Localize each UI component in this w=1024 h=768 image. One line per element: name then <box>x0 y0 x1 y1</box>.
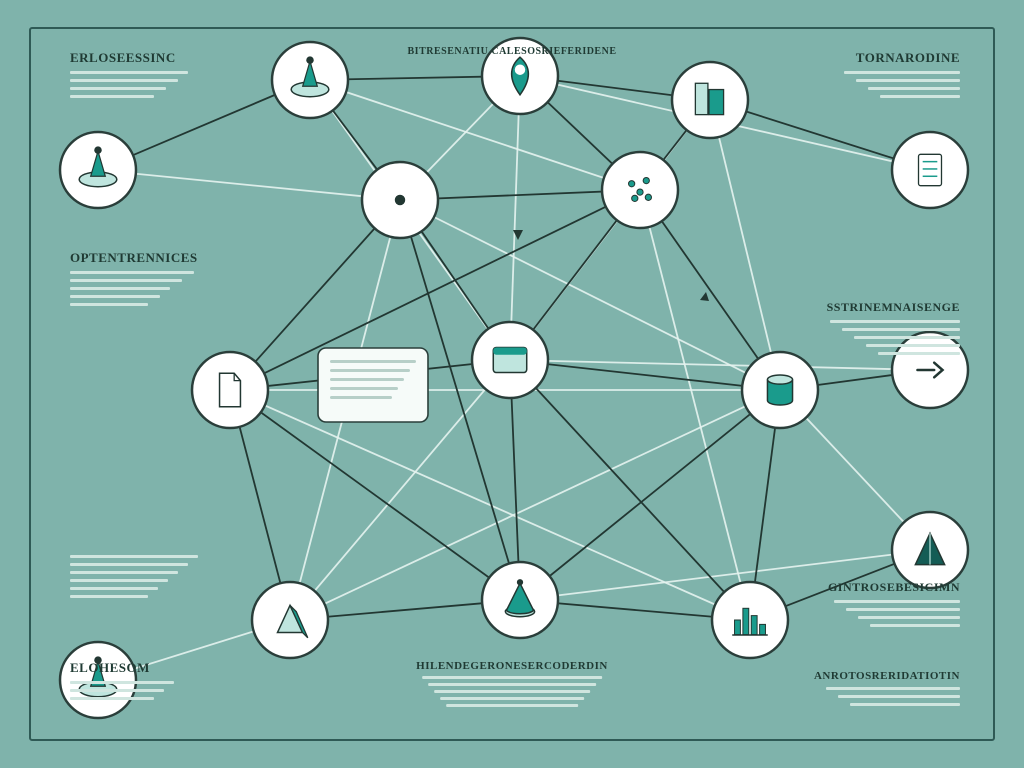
network-node <box>192 352 268 428</box>
label-text-line <box>70 287 170 290</box>
label-text-line <box>70 303 148 306</box>
network-node <box>712 582 788 658</box>
network-node <box>472 322 548 398</box>
diagram-stage: ERLOSEESSINC TORNARODINE OPTENTRENNICES SST… <box>0 0 1024 768</box>
label-title: TORNARODINE <box>844 50 960 66</box>
label-text-line <box>856 79 960 82</box>
label-title: HILENDEGERONESERCODERDIN <box>416 660 608 672</box>
label-block-lb_bl1 <box>70 550 198 598</box>
label-text-line <box>70 689 164 692</box>
label-text-line <box>70 587 158 590</box>
label-text-line <box>440 697 584 700</box>
network-svg <box>0 0 1024 768</box>
network-node <box>482 562 558 638</box>
label-text-line <box>70 555 198 558</box>
label-text-line <box>70 595 148 598</box>
label-text-line <box>70 295 160 298</box>
label-title: ANROTOSRERIDATIOTIN <box>814 670 960 682</box>
network-node <box>272 42 348 118</box>
network-node <box>60 132 136 208</box>
label-title: BITRESENATIU CALESOSRIEFERIDENE <box>408 46 617 57</box>
label-block-lb_tr: TORNARODINE <box>844 50 960 98</box>
label-text-line <box>70 579 168 582</box>
label-text-line <box>434 690 590 693</box>
label-text-line <box>834 600 960 603</box>
label-text-line <box>70 71 188 74</box>
label-text-line <box>842 328 960 331</box>
label-block-lb_br1: GINTROSEBESICIMN <box>828 580 960 627</box>
label-text-line <box>446 704 578 707</box>
label-text-line <box>858 616 960 619</box>
label-text-line <box>70 271 194 274</box>
network-node <box>742 352 818 428</box>
dot-icon <box>395 195 405 205</box>
label-text-line <box>830 320 960 323</box>
cylinder-icon <box>767 375 792 405</box>
network-node <box>672 62 748 138</box>
label-text-line <box>826 687 960 690</box>
label-text-line <box>70 87 166 90</box>
label-text-line <box>70 95 154 98</box>
label-text-line <box>846 608 960 611</box>
label-title: SSTRINEMNAISENGE <box>827 300 960 315</box>
label-text-line <box>868 87 960 90</box>
label-block-lb_bl2: ELOHESOM <box>70 660 174 700</box>
label-text-line <box>838 695 960 698</box>
label-text-line <box>70 79 178 82</box>
label-block-lb_mr: SSTRINEMNAISENGE <box>827 300 960 355</box>
network-node <box>362 162 438 238</box>
page-icon <box>919 154 942 185</box>
label-title: OPTENTRENNICES <box>70 250 198 266</box>
label-text-line <box>854 336 960 339</box>
network-node <box>602 152 678 228</box>
label-block-lb_ml: OPTENTRENNICES <box>70 250 198 306</box>
label-text-line <box>70 571 178 574</box>
center-card <box>318 348 428 422</box>
label-text-line <box>870 624 960 627</box>
panel-icon <box>493 347 526 372</box>
label-text-line <box>428 683 596 686</box>
label-block-lb_br2: ANROTOSRERIDATIOTIN <box>814 670 960 706</box>
label-text-line <box>70 279 182 282</box>
label-text-line <box>422 676 602 679</box>
label-text-line <box>878 352 960 355</box>
label-text-line <box>880 95 960 98</box>
network-node <box>252 582 328 658</box>
label-text-line <box>850 703 960 706</box>
label-block-lb_ttc: BITRESENATIU CALESOSRIEFERIDENE <box>408 46 617 57</box>
label-text-line <box>70 681 174 684</box>
label-text-line <box>70 697 154 700</box>
label-text-line <box>866 344 960 347</box>
network-node <box>892 132 968 208</box>
label-title: GINTROSEBESICIMN <box>828 580 960 595</box>
label-block-lb_tl: ERLOSEESSINC <box>70 50 188 98</box>
network-node <box>892 512 968 588</box>
label-text-line <box>844 71 960 74</box>
label-text-line <box>70 563 188 566</box>
doc-icon <box>220 373 241 406</box>
label-title: ELOHESOM <box>70 660 174 676</box>
label-title: ERLOSEESSINC <box>70 50 188 66</box>
label-block-lb_bc: HILENDEGERONESERCODERDIN <box>416 660 608 707</box>
